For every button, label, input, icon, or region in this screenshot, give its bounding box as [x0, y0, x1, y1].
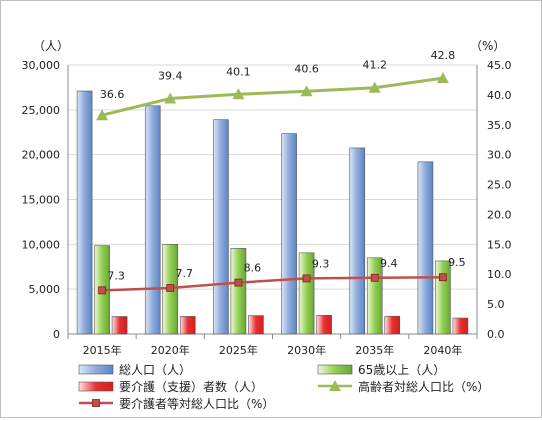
- legend-label: 総人口（人）: [119, 363, 191, 377]
- bar-series-2: [248, 315, 264, 335]
- legend-label: 要介護（支援）者数（人）: [119, 379, 263, 394]
- x-tick-label: 2025年: [219, 343, 258, 357]
- point-marker-1: [166, 284, 175, 292]
- right-tick-label: 20.0: [487, 208, 512, 221]
- right-tick-label: 30.0: [487, 149, 512, 162]
- data-label-1: 7.3: [107, 269, 125, 282]
- data-label-1: 9.5: [448, 256, 466, 269]
- right-tick-label: 35.0: [487, 119, 512, 132]
- data-label-0: 39.4: [158, 69, 183, 82]
- legend-swatch-bar-2: [78, 381, 114, 392]
- data-label-1: 8.6: [244, 262, 262, 275]
- legend-marker: [329, 380, 341, 391]
- point-marker-0: [436, 72, 449, 84]
- x-tick-label: 2015年: [83, 343, 122, 357]
- right-tick-label: 40.0: [487, 89, 512, 102]
- line-series-0: [101, 76, 444, 117]
- x-tick-label: 2035年: [355, 343, 394, 357]
- data-label-1: 9.4: [380, 257, 398, 270]
- bar-series-1: [230, 248, 247, 335]
- data-label-1: 9.3: [312, 257, 330, 270]
- legend-swatch-bar-1: [317, 364, 353, 375]
- point-marker-0: [164, 92, 177, 104]
- left-tick-label: 30,000: [22, 59, 61, 72]
- data-label-1: 7.7: [176, 267, 194, 280]
- left-tick-label: 10,000: [22, 238, 61, 251]
- right-tick-label: 25.0: [487, 179, 512, 192]
- bar-series-0: [281, 133, 297, 335]
- left-tick-label: 5,000: [29, 283, 61, 296]
- point-marker-1: [234, 278, 243, 287]
- point-marker-1: [439, 273, 447, 282]
- legend-swatch-bar-0: [78, 364, 114, 375]
- data-label-0: 40.6: [294, 62, 319, 75]
- x-tick-label: 2030年: [287, 343, 326, 357]
- bar-series-0: [417, 161, 434, 335]
- point-marker-0: [300, 85, 313, 97]
- legend-label: 高齢者対総人口比（%）: [358, 379, 489, 394]
- left-tick-label: 0: [53, 328, 60, 341]
- point-marker-1: [98, 286, 106, 295]
- bar-series-0: [349, 147, 366, 335]
- data-label-0: 41.2: [363, 59, 388, 72]
- data-label-0: 36.6: [100, 88, 125, 101]
- bar-series-0: [213, 119, 229, 335]
- bar-series-2: [316, 315, 332, 335]
- right-tick-label: 45.0: [487, 59, 512, 72]
- bar-series-1: [435, 260, 451, 335]
- right-tick-label: 15.0: [487, 238, 512, 251]
- right-tick-label: 5.0: [487, 298, 505, 311]
- x-tick-label: 2040年: [423, 343, 462, 357]
- right-tick-label: 0.0: [487, 328, 505, 341]
- legend-marker: [92, 399, 100, 407]
- right-axis-unit-label: （%）: [470, 39, 505, 53]
- right-tick-label: 10.0: [487, 268, 512, 281]
- data-label-0: 42.8: [431, 49, 456, 62]
- line-series-1: [102, 275, 443, 292]
- bar-series-0: [144, 105, 161, 335]
- bar-series-0: [76, 90, 93, 335]
- left-tick-label: 15,000: [22, 194, 61, 207]
- point-marker-0: [96, 109, 109, 121]
- bar-series-2: [111, 316, 128, 335]
- left-axis-unit-label: （人）: [33, 39, 69, 53]
- data-label-0: 40.1: [226, 65, 251, 78]
- point-marker-1: [302, 274, 311, 283]
- legend-label: 要介護者等対総人口比（%）: [119, 396, 274, 411]
- bar-series-2: [384, 315, 401, 335]
- left-tick-label: 25,000: [22, 104, 61, 117]
- left-tick-label: 20,000: [22, 149, 61, 162]
- legend-label: 65歳以上（人）: [358, 363, 445, 377]
- bar-series-2: [452, 317, 469, 335]
- bar-series-1: [298, 252, 315, 335]
- x-tick-label: 2020年: [151, 343, 190, 357]
- point-marker-0: [232, 88, 245, 100]
- bar-series-2: [179, 316, 196, 335]
- point-marker-0: [368, 81, 381, 93]
- point-marker-1: [370, 273, 379, 282]
